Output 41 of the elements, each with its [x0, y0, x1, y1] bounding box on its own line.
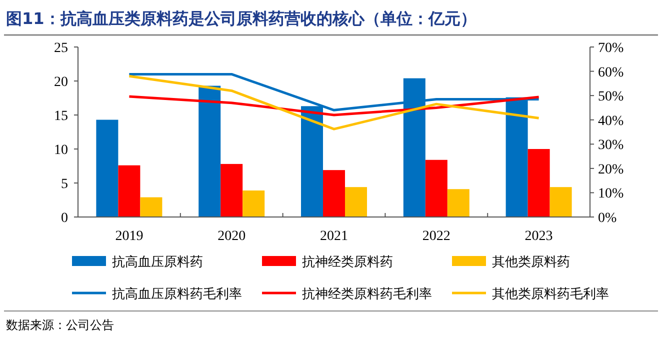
source-note: 数据来源：公司公告 [6, 318, 114, 332]
bar [96, 120, 118, 217]
y-tick-label: 5 [61, 177, 68, 192]
y2-tick-label: 30% [598, 138, 624, 154]
x-tick-label: 2023 [524, 229, 553, 244]
bar [550, 187, 572, 217]
line-series [128, 74, 540, 130]
y2-tick-label: 60% [598, 65, 624, 80]
bar [118, 165, 140, 217]
legend-label: 抗高血压原料药毛利率 [112, 286, 242, 302]
y2-tick-label: 10% [598, 186, 624, 202]
bar [447, 189, 470, 217]
x-tick-label: 2022 [422, 229, 450, 244]
y-tick-label: 20 [54, 75, 68, 90]
legend-label: 其他类原料药 [492, 255, 570, 270]
x-tick-label: 2020 [218, 229, 246, 244]
bar [220, 164, 243, 217]
y-tick-label: 25 [54, 41, 68, 56]
bar [242, 190, 265, 217]
bar [528, 149, 550, 217]
legend-label: 抗神经类原料药 [302, 255, 393, 270]
chart-title: 图11：抗高血压类原料药是公司原料药营收的核心（单位：亿元） [6, 9, 476, 28]
line-series [128, 95, 540, 116]
bar [140, 197, 162, 217]
y2-tick-label: 70% [598, 41, 624, 56]
legend-label: 抗神经类原料药毛利率 [302, 286, 432, 302]
legend-label: 抗高血压原料药 [112, 254, 203, 270]
y-tick-label: 15 [54, 109, 68, 124]
bar [323, 170, 345, 217]
legend-label: 其他类原料药毛利率 [492, 286, 609, 302]
y2-tick-label: 50% [598, 90, 624, 105]
y2-tick-label: 40% [598, 114, 624, 129]
x-tick-label: 2021 [320, 229, 348, 244]
y-tick-label: 10 [54, 143, 68, 158]
bar [198, 86, 221, 217]
y2-tick-label: 20% [598, 162, 624, 178]
bar [345, 187, 367, 217]
y-tick-label: 0 [61, 211, 68, 226]
bar [425, 160, 448, 217]
y2-tick-label: 0% [598, 211, 617, 226]
x-tick-label: 2019 [115, 229, 144, 244]
